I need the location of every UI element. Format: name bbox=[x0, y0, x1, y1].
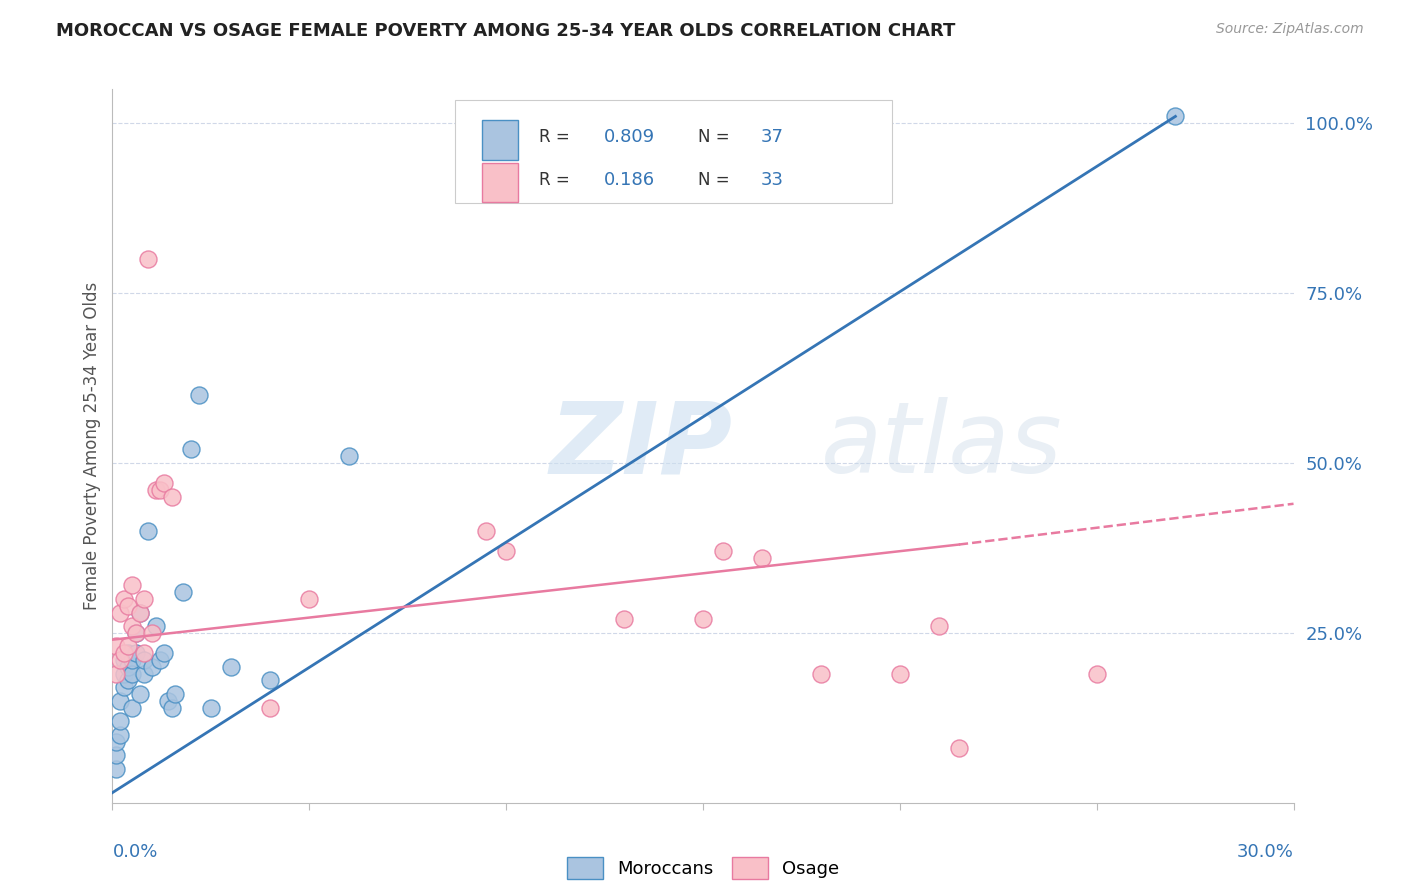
FancyBboxPatch shape bbox=[482, 163, 517, 202]
Y-axis label: Female Poverty Among 25-34 Year Olds: Female Poverty Among 25-34 Year Olds bbox=[83, 282, 101, 610]
Point bbox=[132, 666, 155, 681]
Point bbox=[152, 476, 174, 491]
Point bbox=[136, 252, 159, 266]
Point bbox=[121, 653, 143, 667]
Point bbox=[125, 646, 148, 660]
Point bbox=[112, 666, 135, 681]
Point bbox=[112, 646, 135, 660]
Text: atlas: atlas bbox=[821, 398, 1063, 494]
Point bbox=[751, 551, 773, 566]
Point bbox=[149, 483, 172, 498]
Point bbox=[129, 606, 152, 620]
Point bbox=[180, 442, 202, 457]
Point bbox=[145, 619, 167, 633]
Point bbox=[117, 646, 139, 660]
Point bbox=[475, 524, 498, 538]
Text: 33: 33 bbox=[761, 170, 785, 188]
Point bbox=[129, 606, 152, 620]
Point bbox=[145, 483, 167, 498]
Point bbox=[259, 700, 281, 714]
Point bbox=[948, 741, 970, 756]
Point bbox=[200, 700, 222, 714]
Point bbox=[160, 700, 183, 714]
Point bbox=[156, 694, 179, 708]
Point bbox=[129, 687, 152, 701]
Point bbox=[105, 734, 128, 748]
Point bbox=[298, 591, 321, 606]
Point bbox=[337, 449, 360, 463]
Point bbox=[105, 748, 128, 763]
Text: 37: 37 bbox=[761, 128, 785, 146]
Point bbox=[117, 673, 139, 688]
Point bbox=[117, 660, 139, 674]
Point bbox=[141, 660, 163, 674]
Point bbox=[810, 666, 832, 681]
Point bbox=[105, 762, 128, 776]
Point bbox=[125, 626, 148, 640]
FancyBboxPatch shape bbox=[482, 120, 517, 160]
Point bbox=[110, 714, 132, 729]
Point bbox=[219, 660, 242, 674]
Point bbox=[132, 591, 155, 606]
Text: 0.186: 0.186 bbox=[603, 170, 655, 188]
Point bbox=[105, 666, 128, 681]
Point bbox=[132, 653, 155, 667]
Point bbox=[132, 646, 155, 660]
Text: MOROCCAN VS OSAGE FEMALE POVERTY AMONG 25-34 YEAR OLDS CORRELATION CHART: MOROCCAN VS OSAGE FEMALE POVERTY AMONG 2… bbox=[56, 22, 956, 40]
Point bbox=[1085, 666, 1108, 681]
Point bbox=[692, 612, 714, 626]
Point bbox=[889, 666, 911, 681]
Text: 0.809: 0.809 bbox=[603, 128, 655, 146]
Point bbox=[112, 680, 135, 694]
Point bbox=[117, 640, 139, 654]
Text: 0.0%: 0.0% bbox=[112, 843, 157, 861]
Point bbox=[152, 646, 174, 660]
Point bbox=[110, 653, 132, 667]
Point bbox=[188, 388, 211, 402]
Point bbox=[121, 666, 143, 681]
Point bbox=[711, 544, 734, 558]
Point bbox=[928, 619, 950, 633]
Text: R =: R = bbox=[538, 170, 569, 188]
Point bbox=[172, 585, 194, 599]
Point bbox=[495, 544, 517, 558]
Text: R =: R = bbox=[538, 128, 569, 146]
Point bbox=[160, 490, 183, 504]
Point bbox=[149, 653, 172, 667]
FancyBboxPatch shape bbox=[456, 100, 891, 203]
Point bbox=[110, 694, 132, 708]
Point bbox=[105, 640, 128, 654]
Point bbox=[121, 578, 143, 592]
Point bbox=[259, 673, 281, 688]
Point bbox=[141, 626, 163, 640]
Point bbox=[112, 653, 135, 667]
Point bbox=[121, 619, 143, 633]
Point bbox=[110, 606, 132, 620]
Text: 30.0%: 30.0% bbox=[1237, 843, 1294, 861]
Legend: Moroccans, Osage: Moroccans, Osage bbox=[560, 850, 846, 887]
Text: ZIP: ZIP bbox=[550, 398, 733, 494]
Point bbox=[165, 687, 187, 701]
Point bbox=[112, 591, 135, 606]
Text: N =: N = bbox=[699, 128, 730, 146]
Point bbox=[613, 612, 636, 626]
Point bbox=[1164, 109, 1187, 123]
Point bbox=[136, 524, 159, 538]
Text: N =: N = bbox=[699, 170, 730, 188]
Point bbox=[117, 599, 139, 613]
Point bbox=[110, 728, 132, 742]
Point bbox=[121, 700, 143, 714]
Text: Source: ZipAtlas.com: Source: ZipAtlas.com bbox=[1216, 22, 1364, 37]
Point bbox=[125, 626, 148, 640]
